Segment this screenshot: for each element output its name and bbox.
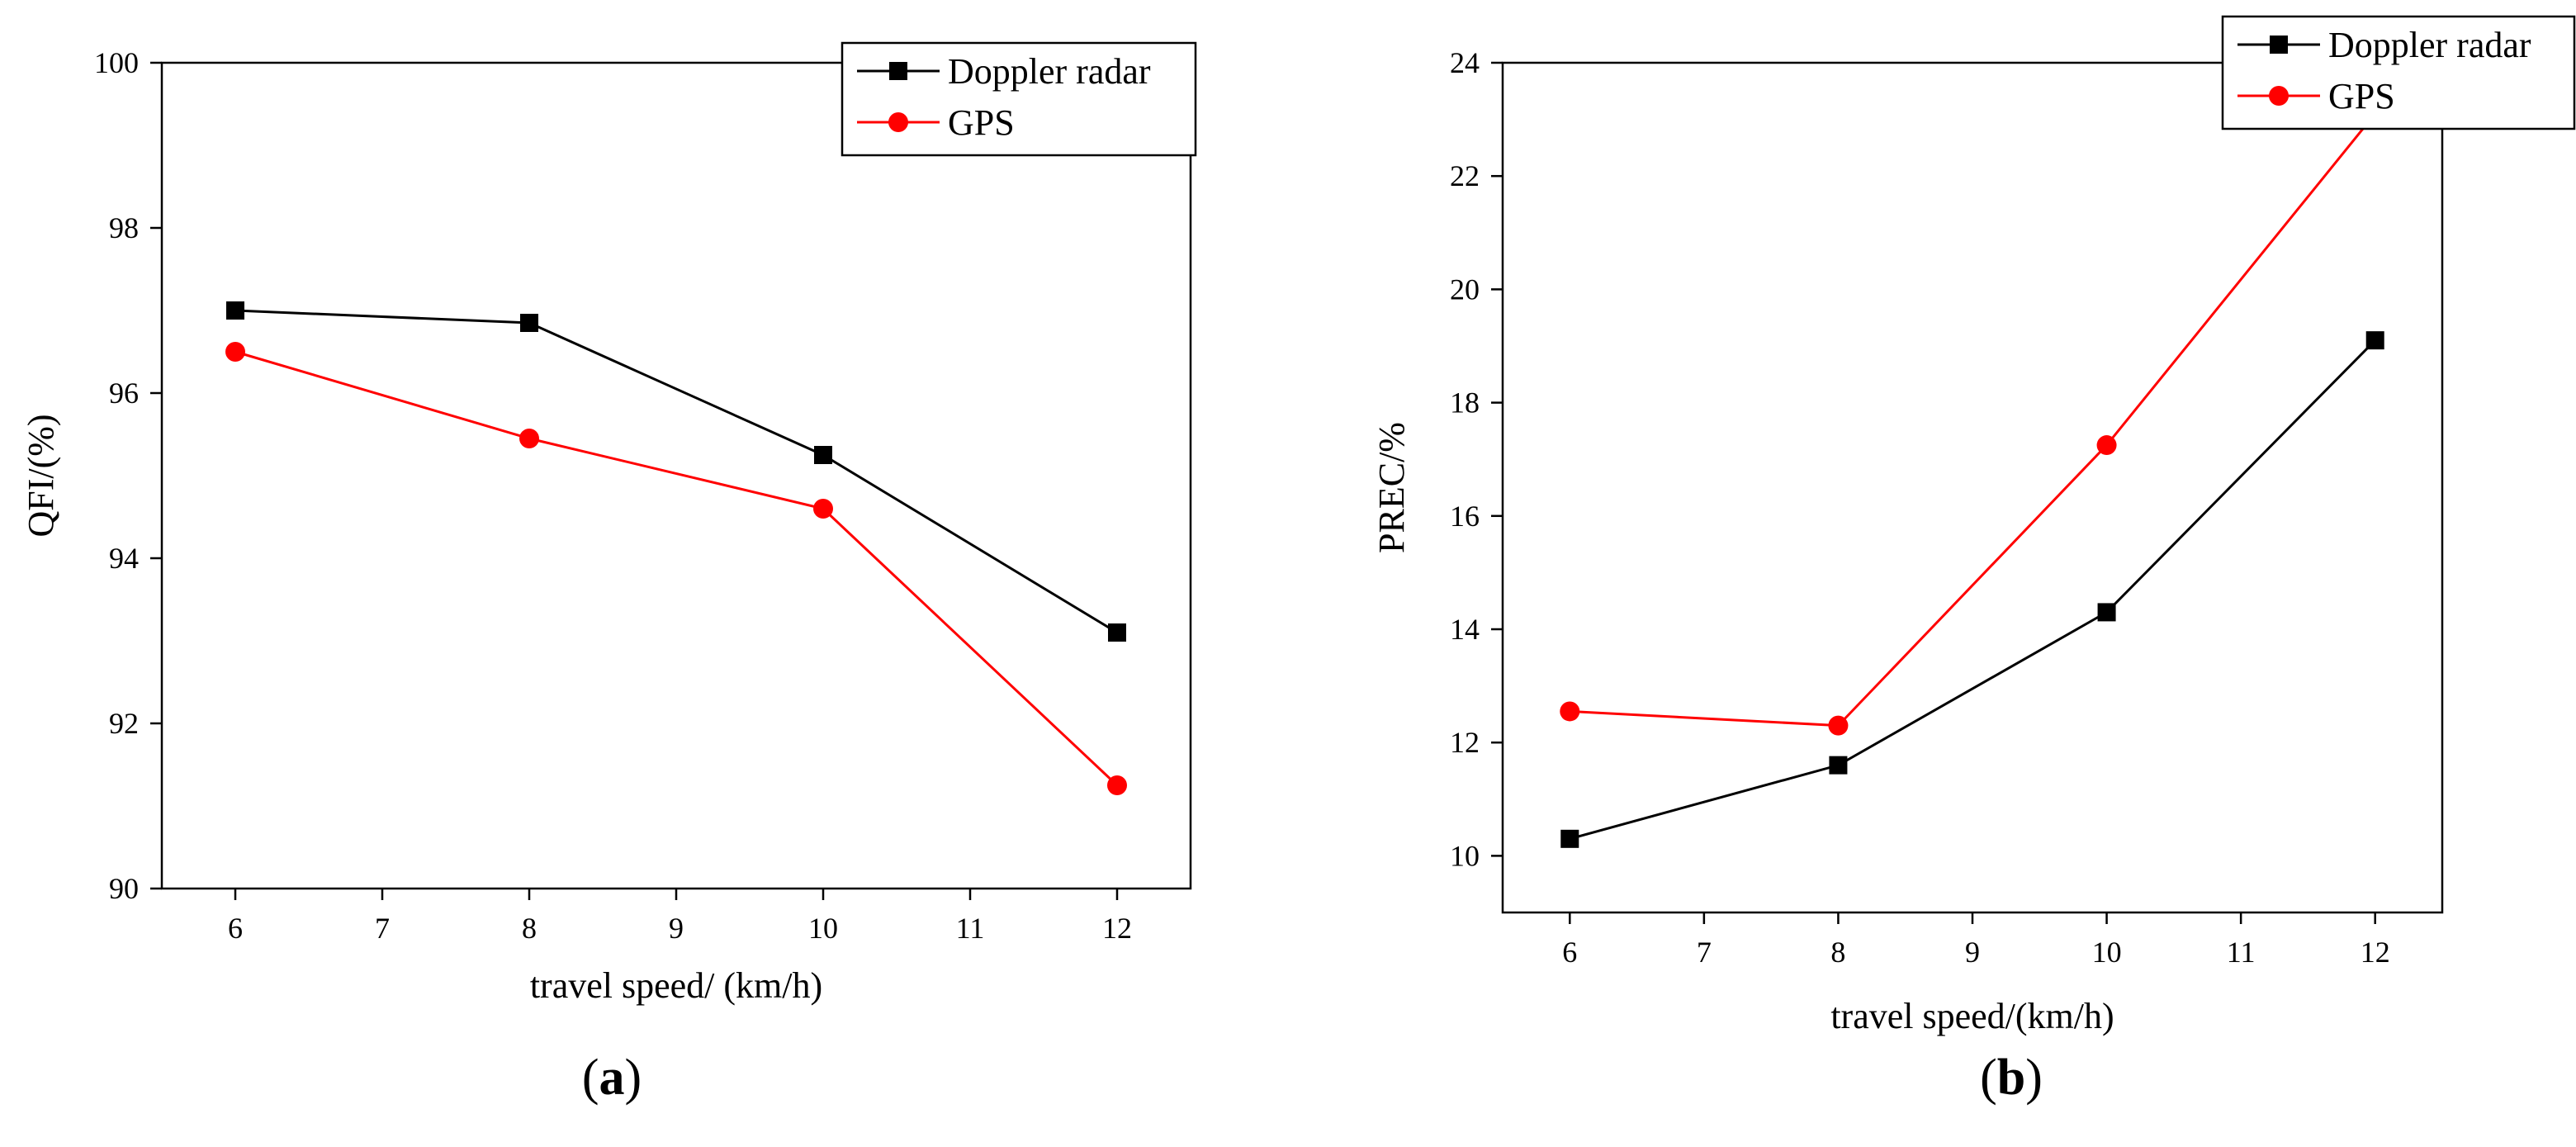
x-tick-label: 9	[669, 912, 684, 945]
x-tick-label: 11	[2227, 936, 2256, 969]
panel-label: (a)	[582, 1050, 642, 1106]
y-tick-label: 18	[1450, 386, 1480, 419]
x-axis-title: travel speed/ (km/h)	[530, 965, 822, 1006]
y-tick-label: 16	[1450, 500, 1480, 533]
plot-frame	[1501, 61, 2444, 914]
legend-marker-doppler-radar	[889, 62, 907, 80]
data-point-gps	[1828, 715, 1849, 736]
series-line-doppler-radar	[1569, 339, 2376, 841]
x-tick-label: 12	[1102, 912, 1132, 945]
legend-marker-gps	[2269, 86, 2289, 106]
legend-label-gps: GPS	[948, 102, 1015, 143]
data-point-doppler-radar	[520, 314, 538, 332]
x-tick-label: 10	[2092, 936, 2122, 969]
legend-box	[2221, 15, 2576, 130]
x-tick-label: 8	[522, 912, 537, 945]
data-point-gps	[1560, 701, 1580, 722]
data-point-gps	[1107, 775, 1127, 795]
x-axis-title: travel speed/(km/h)	[1830, 996, 2114, 1036]
y-tick-label: 92	[109, 707, 139, 740]
data-point-doppler-radar	[814, 446, 832, 464]
y-tick-label: 98	[109, 211, 139, 244]
x-tick-label: 11	[956, 912, 985, 945]
data-point-gps	[813, 499, 833, 519]
x-tick-label: 6	[1562, 936, 1577, 969]
y-tick-label: 90	[109, 872, 139, 905]
x-tick-label: 8	[1830, 936, 1845, 969]
legend-label-doppler-radar: Doppler radar	[2328, 25, 2531, 65]
data-point-doppler-radar	[2365, 331, 2384, 350]
legend-label-gps: GPS	[2328, 76, 2395, 116]
y-tick-label: 96	[109, 377, 139, 410]
series-line-doppler-radar	[234, 309, 1118, 634]
data-point-doppler-radar	[1108, 623, 1126, 642]
legend-marker-doppler-radar	[2270, 36, 2288, 54]
panel-label: (b)	[1980, 1050, 2043, 1106]
series-line-gps	[234, 350, 1119, 787]
y-tick-label: 100	[94, 46, 139, 79]
y-tick-label: 12	[1450, 726, 1480, 759]
y-tick-label: 10	[1450, 839, 1480, 872]
data-point-doppler-radar	[226, 301, 244, 320]
data-point-doppler-radar	[1829, 756, 1848, 775]
legend-label-doppler-radar: Doppler radar	[948, 51, 1151, 92]
chart-a: 6 7 8 9 10 11 12 90 92 94 96 98 100 travel speed/ (km…	[21, 41, 1197, 1106]
chart-b: 6 7 8 9 10 11 12 10 12 14 16 18 20 22 24 travel speed/(…	[1371, 15, 2576, 1106]
x-tick-label: 7	[1697, 936, 1712, 969]
y-tick-label: 20	[1450, 273, 1480, 306]
data-point-gps	[519, 429, 539, 448]
y-tick-label: 22	[1450, 159, 1480, 192]
y-axis-title: PREC/%	[1371, 422, 1412, 553]
x-tick-label: 9	[1965, 936, 1980, 969]
legend-marker-gps	[888, 112, 908, 132]
data-point-doppler-radar	[2097, 603, 2116, 622]
data-point-gps	[2096, 435, 2117, 456]
y-tick-label: 14	[1450, 613, 1480, 646]
y-axis-title: QFI/(%)	[21, 414, 61, 537]
x-tick-label: 6	[228, 912, 243, 945]
data-point-doppler-radar	[1560, 829, 1579, 848]
x-tick-label: 7	[375, 912, 390, 945]
y-tick-label: 24	[1450, 46, 1480, 79]
x-tick-label: 10	[808, 912, 838, 945]
legend-box	[841, 41, 1197, 157]
plot-frame	[160, 61, 1192, 890]
y-tick-label: 94	[109, 542, 139, 575]
x-tick-label: 12	[2361, 936, 2390, 969]
data-point-gps	[225, 342, 245, 362]
series-line-gps	[1570, 112, 2376, 728]
